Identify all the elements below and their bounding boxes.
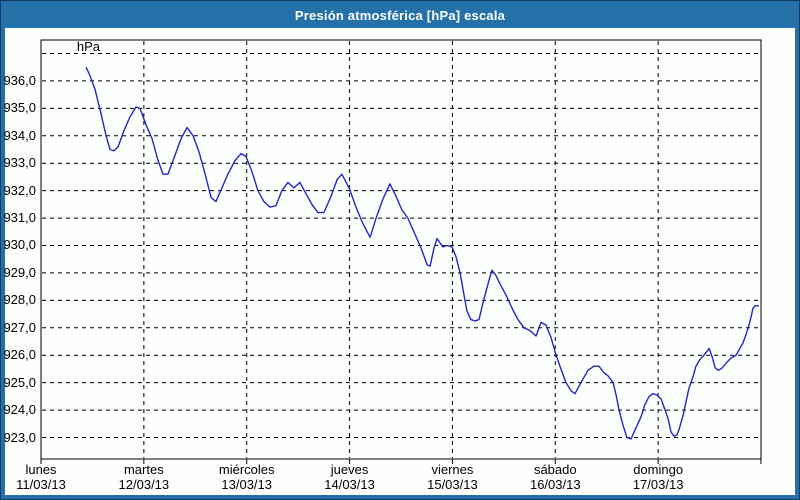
plot-border [40, 39, 762, 460]
y-tick-label: 931,0 [3, 210, 36, 226]
x-tick-date-label: 13/03/13 [221, 477, 272, 492]
x-tick-date-label: 14/03/13 [324, 477, 375, 492]
y-tick-label: 935,0 [3, 100, 36, 116]
y-tick-label: 933,0 [3, 155, 36, 171]
y-tick-label: 932,0 [3, 182, 36, 198]
y-tick-label: 927,0 [3, 319, 36, 335]
y-tick-label: 929,0 [3, 264, 36, 280]
y-tick-label: 934,0 [3, 127, 36, 143]
x-tick-date-label: 12/03/13 [118, 477, 170, 492]
x-tick-date-label: 17/03/13 [632, 477, 684, 492]
pressure-line-series [85, 66, 759, 440]
x-tick-day-label: martes [123, 462, 164, 477]
x-tick-date-label: 15/03/13 [427, 477, 478, 492]
y-tick-label: 923,0 [3, 429, 36, 445]
x-tick-day-label: jueves [330, 462, 369, 477]
y-tick-label: 925,0 [3, 374, 36, 390]
y-tick-label: 924,0 [3, 402, 36, 418]
x-tick-day-label: lunes [25, 462, 57, 477]
x-tick-day-label: miércoles [218, 462, 275, 477]
window-title: Presión atmosférica [hPa] escala [294, 7, 506, 23]
x-tick-day-label: sábado [533, 462, 577, 477]
title-bar: Presión atmosférica [hPa] escala [2, 2, 798, 28]
x-tick-date-label: 16/03/13 [529, 477, 581, 492]
y-tick-label: 926,0 [3, 347, 36, 363]
y-axis-unit-label: hPa [76, 39, 100, 54]
x-tick-date-label: 11/03/13 [16, 477, 66, 492]
y-tick-label: 930,0 [3, 237, 36, 253]
y-tick-label: 928,0 [3, 292, 36, 308]
x-tick-day-label: viernes [431, 462, 474, 477]
chart-background [5, 28, 795, 495]
x-tick-day-label: domingo [633, 462, 684, 477]
y-tick-label: 936,0 [3, 72, 36, 88]
